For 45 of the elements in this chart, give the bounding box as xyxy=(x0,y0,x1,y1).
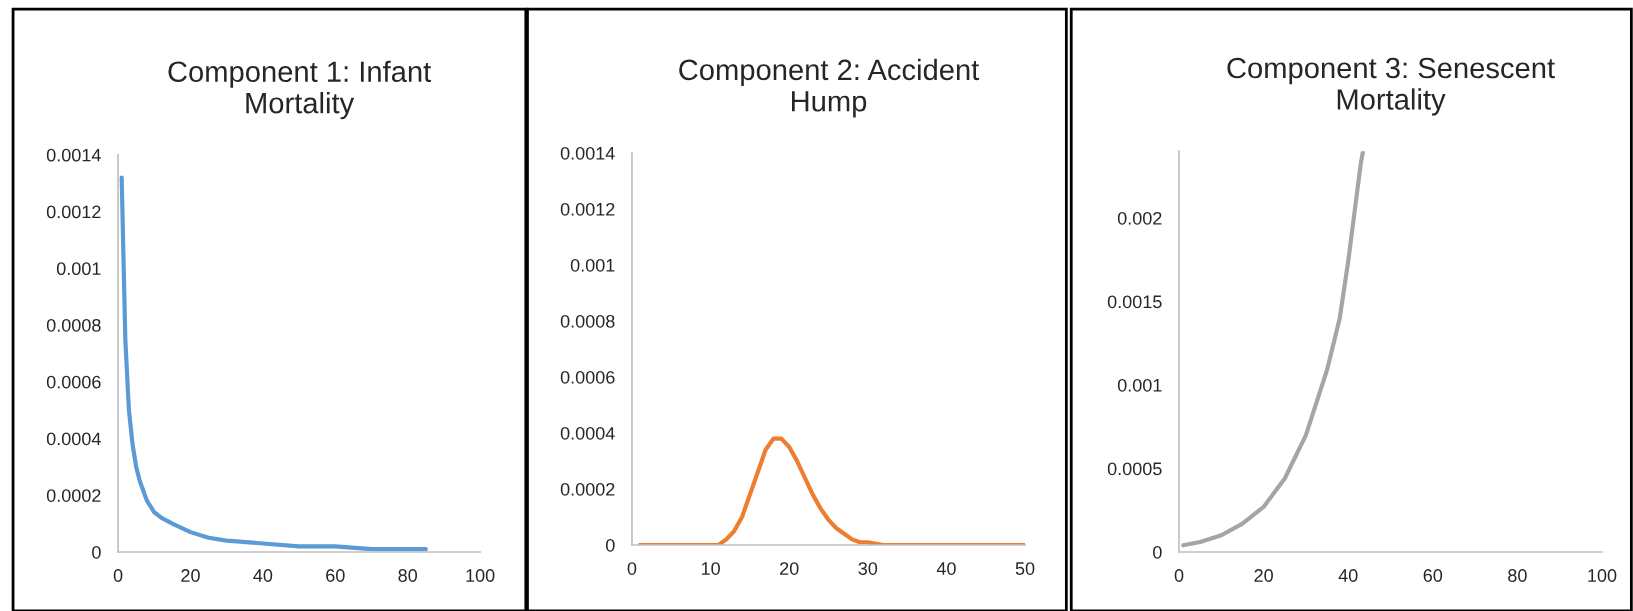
x-tick-label: 0 xyxy=(113,569,123,582)
line-series xyxy=(637,436,1026,546)
y-tick-label: 0.001 xyxy=(570,258,615,272)
y-tick-label: 0.0006 xyxy=(560,370,615,384)
x-tick-label: 20 xyxy=(1254,569,1273,582)
y-tick-label: 0 xyxy=(605,538,615,552)
y-tick-label: 0.0002 xyxy=(560,482,615,496)
x-tick-label: 60 xyxy=(326,569,345,582)
x-tick-label: 50 xyxy=(1015,562,1035,575)
y-tick-label: 0.001 xyxy=(1117,378,1162,392)
y-tick-label: 0.0015 xyxy=(1107,295,1162,309)
y-tick-label: 0 xyxy=(1153,545,1162,559)
x-tick-label: 40 xyxy=(1338,569,1358,582)
y-tick-label: 0.0012 xyxy=(560,202,615,216)
chart-title: Component 2: Accident Hump xyxy=(679,58,980,118)
x-tick-label: 0 xyxy=(627,562,637,575)
x-tick-label: 100 xyxy=(466,569,495,582)
y-tick-label: 0.002 xyxy=(1117,211,1162,225)
x-tick-label: 10 xyxy=(701,562,720,575)
x-tick-label: 60 xyxy=(1423,569,1443,582)
y-tick-label: 0.0014 xyxy=(46,148,101,162)
chart-title: Component 3: Senescent Mortality xyxy=(1227,57,1555,116)
x-tick-label: 0 xyxy=(1174,569,1184,582)
x-tick-label: 40 xyxy=(253,569,273,582)
x-tick-label: 20 xyxy=(780,562,799,575)
y-tick-label: 0.0008 xyxy=(46,318,101,332)
y-tick-label: 0.0008 xyxy=(560,314,615,328)
y-tick-label: 0.001 xyxy=(56,262,101,276)
x-tick-label: 40 xyxy=(936,562,956,575)
y-tick-label: 0.0004 xyxy=(46,432,101,446)
x-tick-label: 30 xyxy=(858,562,878,575)
y-tick-label: 0 xyxy=(92,545,101,559)
y-tick-label: 0.0004 xyxy=(560,426,615,440)
line-series xyxy=(1181,151,1366,548)
x-tick-label: 20 xyxy=(181,569,200,582)
x-tick-label: 100 xyxy=(1588,569,1617,582)
chart-title: Component 1: Infant Mortality xyxy=(168,60,432,120)
y-tick-label: 0.0005 xyxy=(1107,462,1162,476)
y-tick-label: 0.0006 xyxy=(46,375,101,389)
y-tick-label: 0.0002 xyxy=(46,489,101,502)
y-tick-label: 0.0014 xyxy=(560,146,615,160)
x-tick-label: 80 xyxy=(1508,569,1527,582)
x-tick-label: 80 xyxy=(398,569,418,582)
y-tick-label: 0.0012 xyxy=(46,205,101,219)
line-series xyxy=(119,175,428,552)
